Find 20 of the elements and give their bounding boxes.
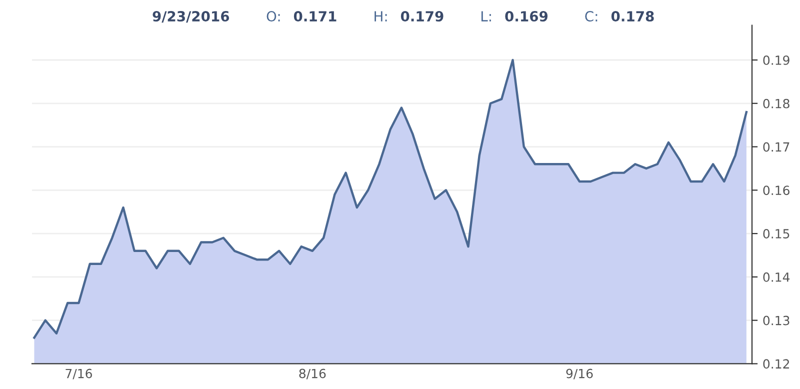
y-tick-label: 0.19 <box>763 55 790 65</box>
y-tick-label: 0.18 <box>763 98 790 108</box>
text: 0.169 <box>505 11 548 22</box>
y-tick-label: 0.12 <box>763 359 789 369</box>
x-tick-label: 8/16 <box>299 368 326 380</box>
text: C: <box>585 11 598 22</box>
x-tick-label: 7/16 <box>66 368 92 380</box>
text: L: <box>481 11 491 22</box>
text: 0.179 <box>400 11 444 22</box>
y-tick-label: 0.14 <box>763 272 790 282</box>
text: 0.178 <box>611 11 654 22</box>
text: 0.171 <box>294 11 336 22</box>
y-tick-label: 0.17 <box>763 142 790 152</box>
y-tick-label: 0.15 <box>763 229 790 238</box>
y-tick-label: 0.16 <box>763 186 790 196</box>
text: O: <box>266 11 280 22</box>
text: 9/23/2016 <box>152 11 230 23</box>
y-tick-label: 0.13 <box>763 316 790 326</box>
x-tick-label: 9/16 <box>566 368 593 380</box>
text: H: <box>374 11 387 22</box>
